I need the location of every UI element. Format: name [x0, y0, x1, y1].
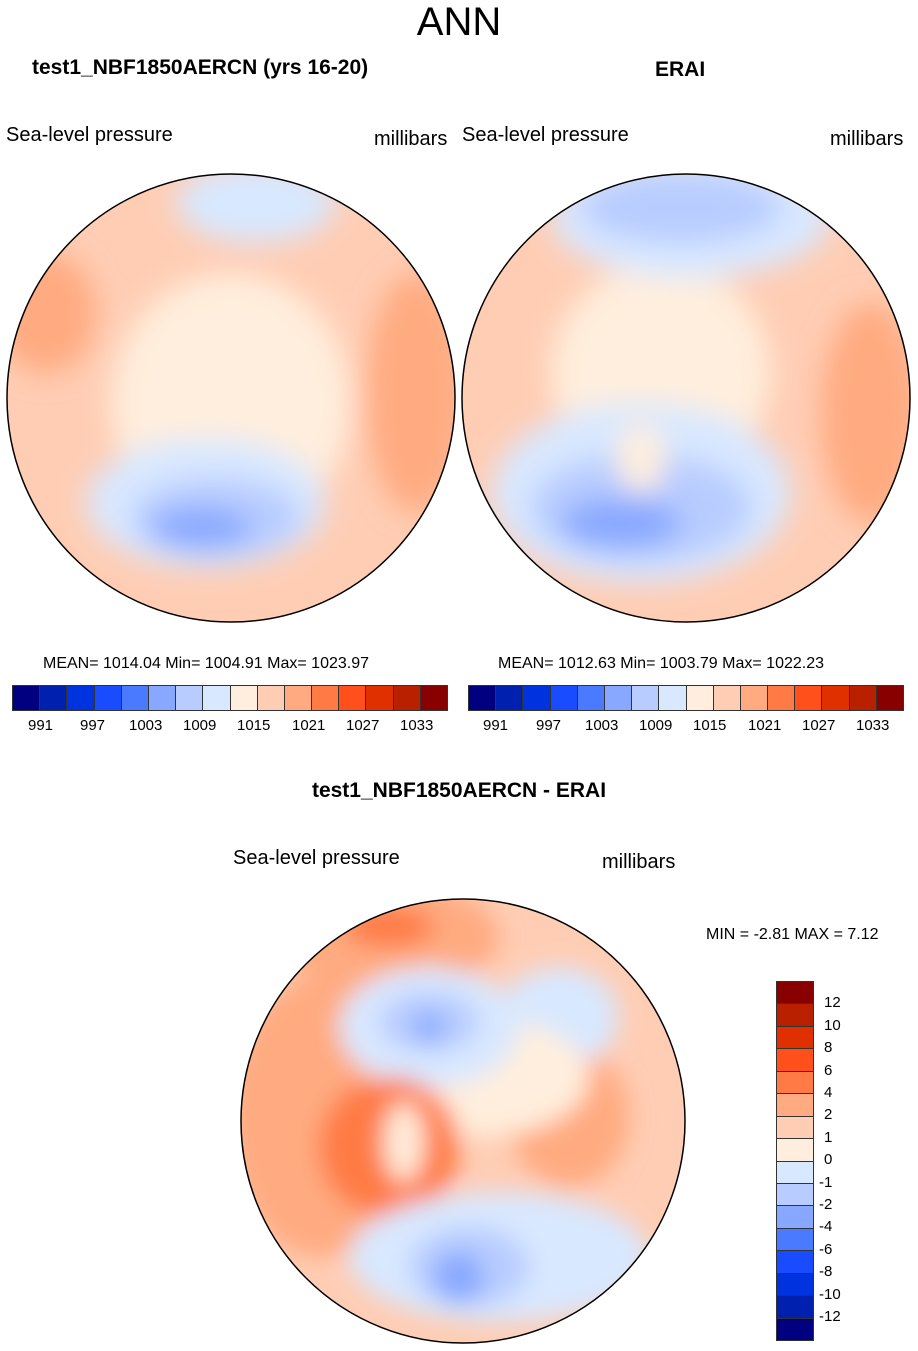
panel-3-variable: Sea-level pressure [233, 847, 400, 869]
colorbar-tick: 6 [824, 1061, 833, 1079]
colorbar-tick: -6 [819, 1240, 833, 1258]
colorbar-tick: 1027 [346, 717, 380, 734]
colorbar-tick: 997 [80, 717, 106, 734]
colorbar-tick: 1009 [639, 717, 673, 734]
panel-3-map [240, 898, 686, 1344]
colorbar-tick: 4 [824, 1084, 833, 1101]
colorbar-tick: 1033 [400, 717, 434, 734]
panel-2-stats: MEAN= 1012.63 Min= 1003.79 Max= 1022.23 [498, 655, 824, 672]
panel-1-map [6, 173, 456, 623]
colorbar-tick: 1015 [237, 717, 271, 734]
panel-1-colorbar [12, 685, 448, 711]
colorbar-tick: -8 [819, 1263, 833, 1281]
colorbar-tick: -4 [819, 1218, 833, 1236]
figure-title: ANN [416, 0, 502, 44]
colorbar-tick: 1021 [292, 717, 326, 734]
colorbar-tick: 997 [536, 717, 562, 734]
panel-3-stats: MIN = -2.81 MAX = 7.12 [706, 926, 879, 943]
panel-2-title: ERAI [655, 58, 706, 81]
colorbar-tick: 1003 [129, 717, 163, 734]
panel-2-variable: Sea-level pressure [462, 124, 629, 146]
colorbar-tick: 8 [824, 1039, 833, 1057]
panel-2-colorbar [468, 685, 904, 711]
colorbar-tick: 1009 [183, 717, 217, 734]
colorbar-tick: 991 [28, 717, 54, 734]
panel-1-units: millibars [374, 128, 448, 150]
colorbar-tick: -2 [819, 1196, 833, 1213]
panel-3-units: millibars [602, 851, 676, 873]
panel-1-title: test1_NBF1850AERCN (yrs 16-20) [32, 56, 369, 79]
colorbar-tick: 12 [824, 994, 841, 1012]
colorbar-tick: 1027 [802, 717, 836, 734]
colorbar-tick: 0 [824, 1151, 833, 1169]
panel-1-variable: Sea-level pressure [6, 124, 173, 146]
panel-2-map [461, 173, 911, 623]
colorbar-tick: 991 [483, 717, 509, 734]
panel-3-colorbar [776, 981, 814, 1341]
panel-2-units: millibars [830, 128, 904, 150]
colorbar-tick: 1033 [856, 717, 890, 734]
colorbar-tick: 1021 [748, 717, 782, 734]
colorbar-tick: 1 [824, 1128, 833, 1146]
colorbar-tick: -12 [819, 1308, 841, 1325]
panel-3-title: test1_NBF1850AERCN - ERAI [311, 779, 607, 802]
colorbar-tick: -1 [819, 1173, 833, 1191]
colorbar-tick: 2 [824, 1106, 833, 1124]
colorbar-tick: -10 [819, 1285, 841, 1303]
colorbar-tick: 1003 [585, 717, 619, 734]
colorbar-tick: 10 [824, 1016, 841, 1034]
colorbar-tick: 1015 [693, 717, 727, 734]
panel-1-stats: MEAN= 1014.04 Min= 1004.91 Max= 1023.97 [43, 655, 369, 672]
